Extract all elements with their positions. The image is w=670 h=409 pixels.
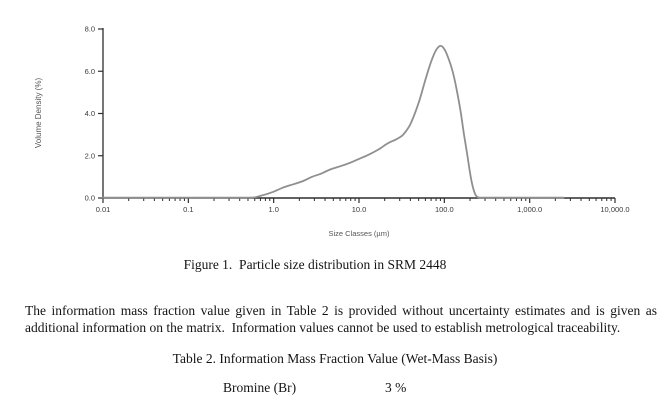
x-tick-label: 0.1	[183, 205, 193, 214]
particle-size-chart-svg: 0.0 2.0 4.0 6.0 8.0 0.01 0.1 1.0 10.0 100.0 1,000.…	[34, 25, 630, 238]
x-tick-label: 1.0	[268, 205, 278, 214]
paragraph-line-2: additional information on the matrix. In…	[25, 319, 621, 335]
table-title: Table 2. Information Mass Fraction Value…	[172, 351, 498, 366]
paragraph-line-1: The information mass fraction value give…	[25, 303, 657, 318]
x-tick-label: 10.0	[352, 205, 367, 214]
y-tick-label: 0.0	[85, 194, 95, 203]
y-axis-title: Volume Density (%)	[34, 78, 43, 149]
x-tick-label: 100.0	[435, 205, 454, 214]
x-tick-label: 0.01	[96, 205, 111, 214]
x-axis-title: Size Classes (µm)	[329, 229, 390, 238]
particle-size-chart: 0.0 2.0 4.0 6.0 8.0 0.01 0.1 1.0 10.0 100.0 1,000.…	[34, 25, 630, 238]
distribution-curve	[102, 44, 565, 199]
analyte-name: Bromine (Br)	[223, 380, 297, 395]
x-tick-label: 1,000.0	[517, 205, 542, 214]
y-tick-label: 6.0	[85, 67, 95, 76]
body-paragraph: The information mass fraction value give…	[25, 303, 657, 336]
y-tick-label: 4.0	[85, 109, 95, 118]
y-tick-label: 8.0	[85, 25, 95, 34]
figure-caption: Figure 1. Particle size distribution in …	[183, 257, 447, 272]
x-tick-label: 10,000.0	[600, 205, 629, 214]
analyte-value: 3 %	[385, 380, 407, 395]
y-tick-label: 2.0	[85, 151, 95, 160]
